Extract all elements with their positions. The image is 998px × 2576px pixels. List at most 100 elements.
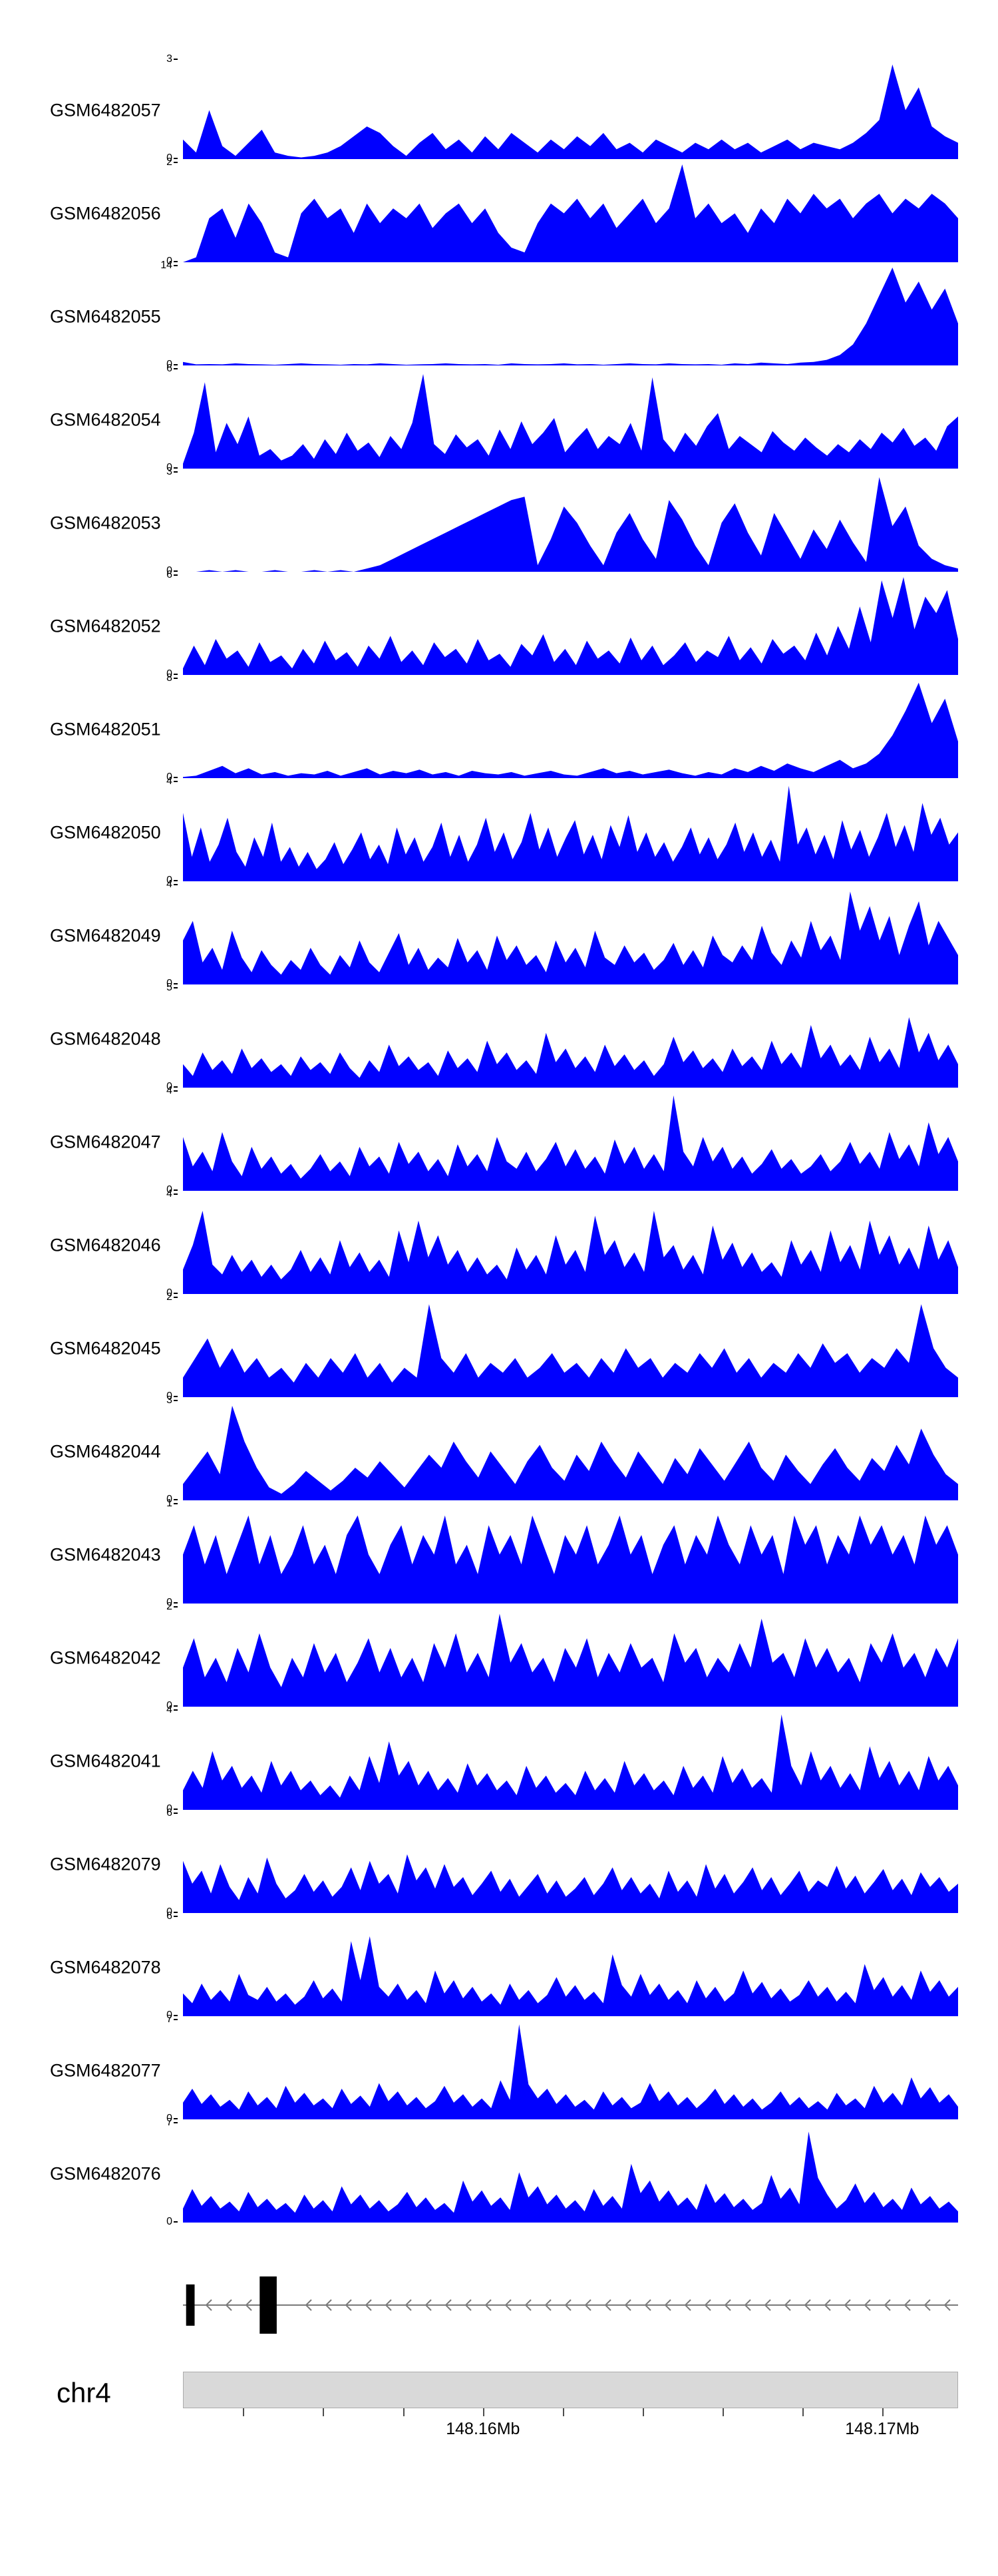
coverage-polygon [183,1405,958,1500]
strand-arrow-left-icon [524,2299,532,2311]
track-y-axis: 4 0 [136,775,178,886]
ymin-tick-icon [174,1705,178,1707]
track-ymax-label: 4 [166,1188,178,1200]
axis-position-label: 148.16Mb [446,2420,520,2438]
track-ymax-label: 7 [166,2014,178,2026]
track-row: GSM6482043 1 0 [0,1498,998,1608]
coverage-area-plot [183,373,958,469]
track-ymin-label: 0 [166,565,178,577]
track-ymax-label: 2 [166,1601,178,1613]
track-ymax-label: 1 [166,1498,178,1510]
strand-arrow-left-icon [584,2299,591,2311]
ymax-tick-icon [174,1193,178,1195]
track-row: GSM6482051 8 0 [0,672,998,783]
coverage-polygon [183,2024,958,2119]
track-y-axis: 6 0 [136,1910,178,2022]
axis-tick-mark [722,2408,724,2416]
track-ymax-label: 4 [166,775,178,787]
ymax-tick-icon [174,1399,178,1401]
strand-arrow-left-icon [325,2299,332,2311]
strand-arrow-left-icon [704,2299,711,2311]
track-sample-label: GSM6482079 [50,1854,161,1874]
ymax-tick-icon [174,1296,178,1298]
coverage-polygon [183,1095,958,1191]
ymax-value: 5 [166,982,172,993]
ymax-value: 6 [166,1807,172,1819]
ymax-value: 14 [160,260,172,271]
track-ymin-label: 0 [166,668,178,680]
strand-arrow-left-icon [504,2299,512,2311]
coverage-polygon [183,1613,958,1707]
ymax-tick-icon [174,367,178,369]
coverage-polygon [183,1854,958,1913]
track-ymax-label: 3 [166,466,178,478]
track-sample-label: GSM6482046 [50,1235,161,1255]
track-ymin-label: 0 [166,1184,178,1196]
track-sample-label: GSM6482054 [50,409,161,429]
ymin-tick-icon [174,363,178,365]
track-row: GSM6482055 14 0 [0,260,998,370]
track-sample-label: GSM6482049 [50,925,161,945]
coverage-area-plot [183,164,958,262]
track-ymax-label: 6 [166,569,178,581]
coverage-polygon [183,785,958,881]
coverage-area-plot [183,1936,958,2016]
axis-tick-mark [802,2408,804,2416]
track-y-axis: 7 0 [136,2117,178,2228]
track-sample-label: GSM6482043 [50,1544,161,1564]
ymin-value: 0 [166,2113,172,2124]
track-ymin-label: 0 [166,2010,178,2022]
track-sample-label: GSM6482052 [50,616,161,636]
coverage-tracks-container: GSM6482057 3 0 GSM6482056 2 0 GSM6482055 [0,53,998,2228]
track-sample-label: GSM6482042 [50,1647,161,1667]
track-ymin-label: 0 [166,256,178,268]
ymin-value: 0 [166,1803,172,1815]
track-ymin-label: 0 [166,152,178,164]
track-ymin-label: 0 [166,1391,178,1402]
coverage-area-plot [183,1405,958,1500]
ymin-value: 0 [166,152,172,164]
track-row: GSM6482046 4 0 [0,1188,998,1299]
strand-arrow-left-icon [564,2299,572,2311]
ymin-tick-icon [174,1292,178,1294]
coverage-area-plot [183,1095,958,1191]
ymax-value: 7 [166,2014,172,2025]
strand-arrow-left-icon [225,2299,232,2311]
strand-arrow-left-icon [385,2299,392,2311]
track-sample-label: GSM6482055 [50,306,161,326]
ymax-tick-icon [174,1812,178,1814]
strand-arrow-left-icon [345,2299,352,2311]
track-sample-label: GSM6482051 [50,719,161,739]
ymin-tick-icon [174,1602,178,1604]
ymax-value: 1 [166,1498,172,1509]
strand-arrow-left-icon [604,2299,611,2311]
track-ymin-label: 0 [166,1081,178,1093]
track-ymin-label: 0 [166,2113,178,2125]
track-ymin-label: 0 [166,1803,178,1815]
strand-arrow-left-icon [305,2299,312,2311]
track-sample-label: GSM6482056 [50,203,161,223]
strand-arrow-left-icon [544,2299,552,2311]
strand-arrow-left-icon [904,2299,911,2311]
coverage-area-plot [183,2024,958,2119]
coverage-polygon [183,1017,958,1088]
track-ymin-label: 0 [166,1906,178,1918]
track-row: GSM6482056 2 0 [0,156,998,268]
track-sample-label: GSM6482050 [50,822,161,842]
track-ymax-label: 8 [166,672,178,684]
track-ymin-label: 0 [166,2216,178,2228]
coverage-area-plot [183,1515,958,1604]
ymin-value: 0 [166,1391,172,1402]
ymax-value: 6 [166,363,172,374]
ymin-value: 0 [166,875,172,886]
ymax-tick-icon [174,161,178,163]
track-ymax-label: 6 [166,1807,178,1819]
track-sample-label: GSM6482078 [50,1957,161,1977]
track-ymin-label: 0 [166,1287,178,1299]
strand-arrow-left-icon [844,2299,851,2311]
track-sample-label: GSM6482044 [50,1441,161,1461]
strand-arrow-left-icon [824,2299,831,2311]
strand-arrow-left-icon [744,2299,751,2311]
track-row: GSM6482079 6 0 [0,1807,998,1918]
gene-model-svg [183,2276,958,2334]
